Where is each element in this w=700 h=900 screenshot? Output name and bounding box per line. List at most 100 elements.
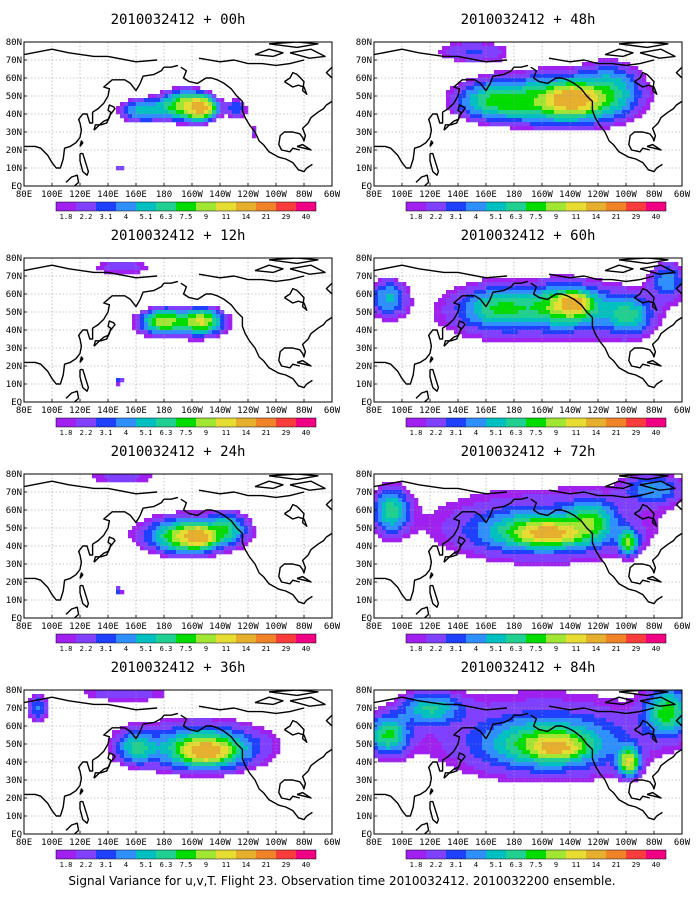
variance-cell xyxy=(498,498,503,503)
variance-cell xyxy=(196,518,201,523)
variance-cell xyxy=(482,114,487,119)
variance-cell xyxy=(104,266,109,271)
variance-cell xyxy=(590,302,595,307)
variance-cell xyxy=(630,486,635,491)
variance-cell xyxy=(570,110,575,115)
variance-cell xyxy=(598,110,603,115)
variance-cell xyxy=(148,694,153,699)
variance-cell xyxy=(546,490,551,495)
variance-cell xyxy=(630,290,635,295)
variance-cell xyxy=(160,730,165,735)
variance-cell xyxy=(462,334,467,339)
variance-cell xyxy=(506,110,511,115)
variance-cell xyxy=(614,506,619,511)
variance-cell xyxy=(398,522,403,527)
variance-cell xyxy=(630,506,635,511)
variance-cell xyxy=(144,730,149,735)
variance-cell xyxy=(112,698,117,703)
variance-cell xyxy=(478,102,483,107)
coastline xyxy=(268,690,319,697)
variance-cell xyxy=(172,318,177,323)
variance-cell xyxy=(578,534,583,539)
variance-cell xyxy=(626,78,631,83)
variance-cell xyxy=(606,322,611,327)
variance-cell xyxy=(574,506,579,511)
variance-cell xyxy=(630,474,635,479)
x-tick-label: 160W xyxy=(531,622,553,632)
variance-cell xyxy=(582,114,587,119)
variance-cell xyxy=(164,118,169,123)
y-tick-label: EQ xyxy=(11,398,22,408)
variance-cell xyxy=(586,314,591,319)
variance-cell xyxy=(220,518,225,523)
variance-cell xyxy=(438,314,443,319)
variance-cell xyxy=(474,550,479,555)
variance-cell xyxy=(236,98,241,103)
variance-cell xyxy=(562,86,567,91)
variance-cell xyxy=(510,330,515,335)
variance-cell xyxy=(486,282,491,287)
variance-cell xyxy=(192,738,197,743)
variance-cell xyxy=(36,702,41,707)
colorbar-swatch xyxy=(176,634,196,643)
variance-cell xyxy=(164,114,169,119)
variance-cell xyxy=(268,730,273,735)
variance-cell xyxy=(574,494,579,499)
variance-cell xyxy=(598,302,603,307)
variance-cell xyxy=(654,302,659,307)
variance-cell xyxy=(124,106,129,111)
variance-cell xyxy=(646,86,651,91)
variance-cell xyxy=(562,74,567,79)
variance-cell xyxy=(554,102,559,107)
variance-cell xyxy=(160,546,165,551)
variance-cell xyxy=(160,534,165,539)
variance-cell xyxy=(594,310,599,315)
variance-cell xyxy=(140,106,145,111)
colorbar-swatch xyxy=(566,418,586,427)
variance-cell xyxy=(498,502,503,507)
variance-cell xyxy=(128,694,133,699)
variance-cell xyxy=(204,314,209,319)
variance-cell xyxy=(610,322,615,327)
variance-cell xyxy=(530,306,535,311)
variance-cell xyxy=(184,770,189,775)
variance-cell xyxy=(176,90,181,95)
variance-cell xyxy=(550,534,555,539)
variance-cell xyxy=(212,330,217,335)
variance-cell xyxy=(216,310,221,315)
variance-cell xyxy=(148,474,153,479)
variance-cell xyxy=(144,698,149,703)
coastline xyxy=(675,282,682,295)
variance-cell xyxy=(378,506,383,511)
variance-cell xyxy=(140,766,145,771)
variance-cell xyxy=(546,546,551,551)
variance-cell xyxy=(618,506,623,511)
variance-cell xyxy=(208,114,213,119)
variance-cell xyxy=(570,490,575,495)
variance-cell xyxy=(188,722,193,727)
variance-cell xyxy=(670,286,675,291)
variance-cell xyxy=(670,690,675,695)
variance-cell xyxy=(168,522,173,527)
variance-cell xyxy=(518,106,523,111)
variance-cell xyxy=(462,534,467,539)
variance-cell xyxy=(200,98,205,103)
variance-cell xyxy=(438,538,443,543)
variance-cell xyxy=(606,94,611,99)
variance-cell xyxy=(100,262,105,267)
variance-cell xyxy=(526,338,531,343)
variance-cell xyxy=(602,546,607,551)
variance-cell xyxy=(466,90,471,95)
variance-cell xyxy=(554,542,559,547)
variance-cell xyxy=(594,514,599,519)
variance-cell xyxy=(128,114,133,119)
variance-cell xyxy=(156,750,161,755)
variance-cell xyxy=(658,262,663,267)
variance-cell xyxy=(630,314,635,319)
colorbar-swatch xyxy=(236,850,256,859)
variance-cell xyxy=(482,546,487,551)
variance-cell xyxy=(120,266,125,271)
variance-cell xyxy=(180,722,185,727)
variance-cell xyxy=(530,122,535,127)
variance-cell xyxy=(586,506,591,511)
